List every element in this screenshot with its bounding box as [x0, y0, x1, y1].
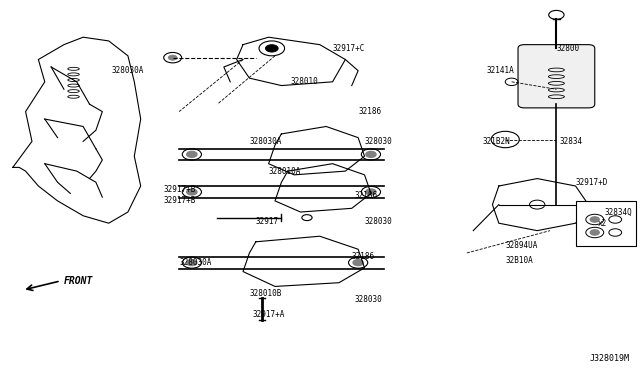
Text: 328030A: 328030A	[250, 137, 282, 146]
Circle shape	[187, 189, 197, 195]
Text: 328030: 328030	[355, 295, 383, 304]
Circle shape	[366, 189, 376, 195]
Text: FRONT: FRONT	[64, 276, 93, 286]
Text: 32834: 32834	[559, 137, 582, 146]
Text: 32917+C: 32917+C	[333, 44, 365, 53]
Text: 32894UA: 32894UA	[505, 241, 538, 250]
Text: 32917+A: 32917+A	[253, 310, 285, 319]
Text: 328030: 328030	[365, 217, 392, 226]
Text: 32917: 32917	[256, 217, 279, 226]
Circle shape	[590, 230, 599, 235]
Text: 321B2N: 321B2N	[483, 137, 511, 146]
Text: 328010: 328010	[291, 77, 319, 86]
Circle shape	[366, 151, 376, 157]
Text: 32186: 32186	[355, 191, 378, 200]
Text: 328010B: 328010B	[250, 289, 282, 298]
Text: 32141A: 32141A	[486, 66, 514, 75]
Circle shape	[168, 55, 177, 60]
Text: 32186: 32186	[352, 252, 375, 261]
Text: 328030A: 328030A	[112, 66, 144, 75]
Text: 328030: 328030	[365, 137, 392, 146]
Circle shape	[187, 151, 197, 157]
Text: 32917+B: 32917+B	[163, 185, 195, 194]
Text: 328030A: 328030A	[179, 258, 211, 267]
Text: 32917+B: 32917+B	[163, 196, 195, 205]
Circle shape	[353, 260, 364, 266]
Text: 328010A: 328010A	[269, 167, 301, 176]
Text: 32186: 32186	[358, 107, 381, 116]
Circle shape	[590, 217, 599, 222]
Text: 32B10A: 32B10A	[505, 256, 533, 265]
Bar	[575, 201, 636, 246]
Text: 32800: 32800	[556, 44, 579, 53]
Circle shape	[499, 136, 511, 143]
Text: 32917+D: 32917+D	[575, 178, 608, 187]
Circle shape	[187, 260, 197, 266]
Text: 32834Q: 32834Q	[604, 208, 632, 217]
Text: J328019M: J328019M	[590, 354, 630, 363]
Text: x2: x2	[598, 219, 607, 228]
FancyBboxPatch shape	[518, 45, 595, 108]
Circle shape	[266, 45, 278, 52]
